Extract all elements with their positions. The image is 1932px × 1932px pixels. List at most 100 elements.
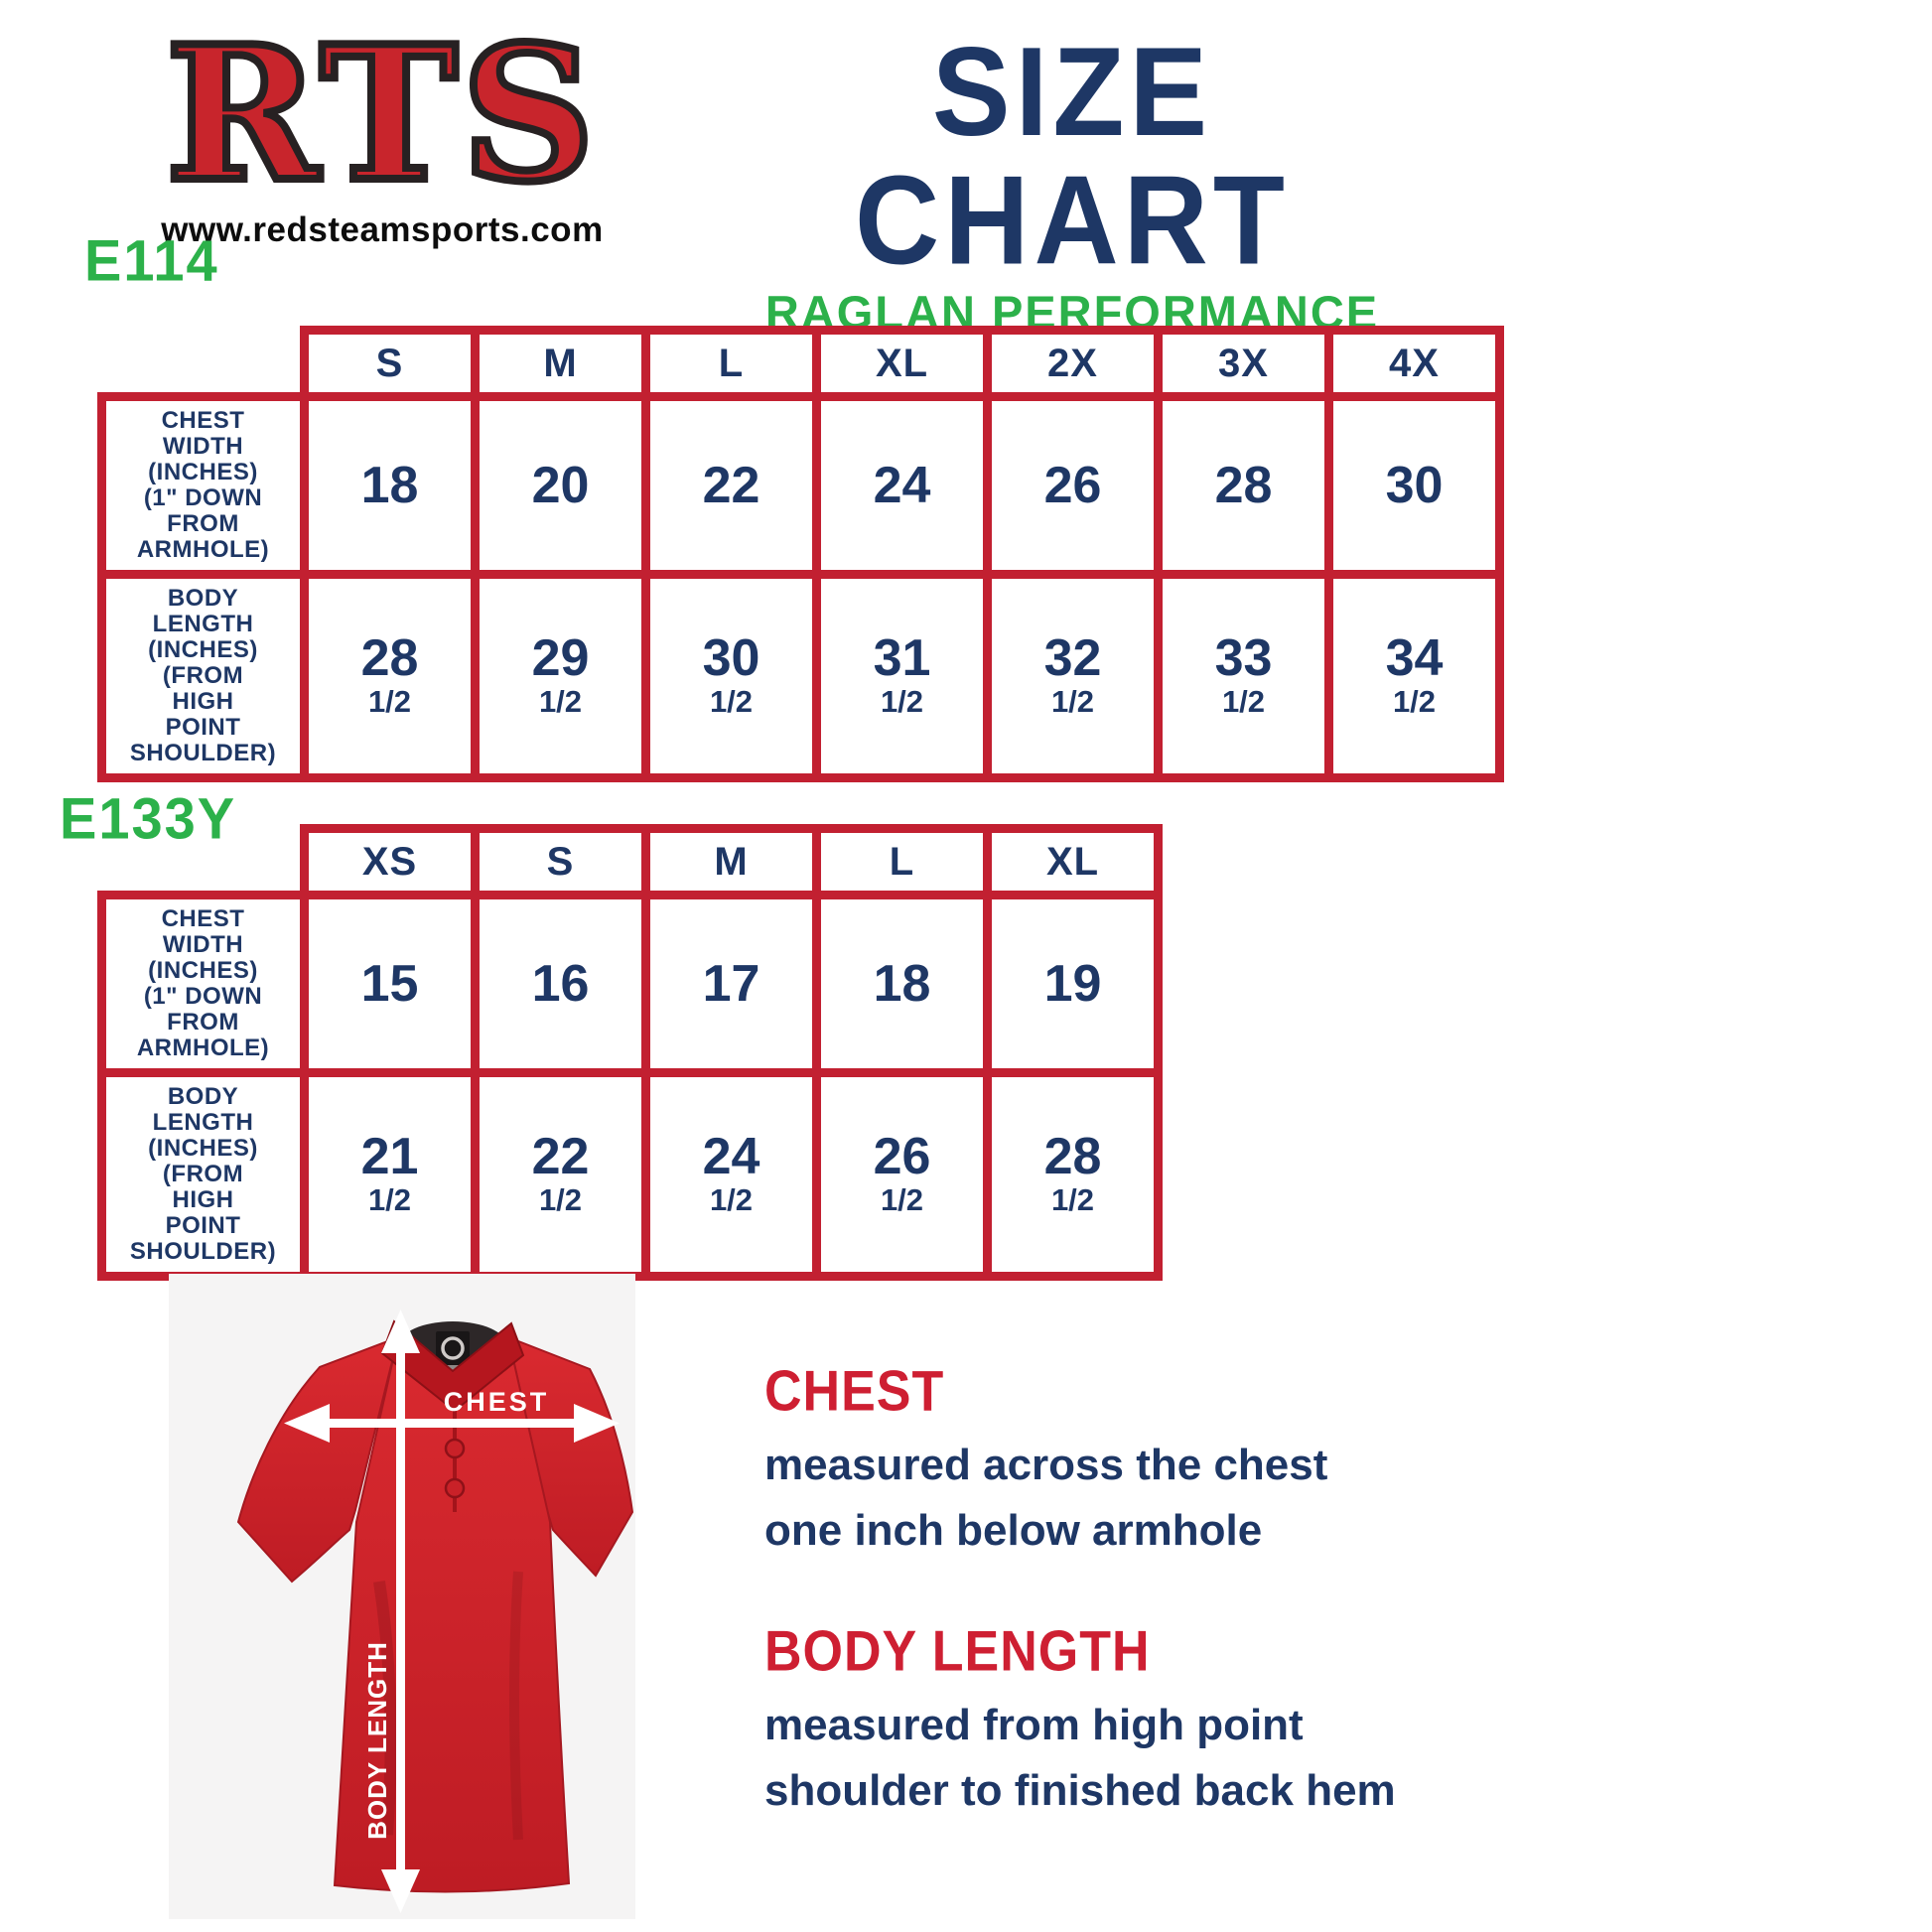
- size-table-e114: S M L XL 2X 3X 4X CHEST WIDTH (INCHES) (…: [97, 326, 1504, 782]
- body-length-fraction: 1/2: [1392, 684, 1437, 719]
- value-cell: 32 1/2: [983, 570, 1163, 782]
- value-cell: 20: [471, 392, 650, 579]
- body-length-fraction: 1/2: [709, 1182, 754, 1217]
- body-length-fraction: 1/2: [880, 684, 924, 719]
- size-header-cell: S: [471, 824, 650, 899]
- chest-width-value: 19: [1043, 955, 1102, 1013]
- shirt-right-sleeve: [506, 1335, 634, 1578]
- value-cell: 31 1/2: [812, 570, 992, 782]
- shirt-chest-label: CHEST: [444, 1387, 550, 1417]
- size-header-cell: M: [641, 824, 821, 899]
- value-cell: 24: [812, 392, 992, 579]
- value-cell: 26 1/2: [812, 1068, 992, 1281]
- brand-logo-text: RTS: [162, 5, 600, 222]
- brand-logo: RTS www.redsteamsports.com: [149, 5, 616, 250]
- size-table-e133y: XS S M L XL CHEST WIDTH (INCHES) (1" DOW…: [97, 824, 1163, 1281]
- size-header-cell: S: [300, 326, 480, 401]
- value-cell: 18: [812, 891, 992, 1077]
- body-length-fraction: 1/2: [367, 1182, 412, 1217]
- value-cell: 17: [641, 891, 821, 1077]
- body-length-value: 26: [873, 1128, 931, 1185]
- value-cell: 19: [983, 891, 1163, 1077]
- size-header-cell: XL: [812, 326, 992, 401]
- chest-width-value: 24: [873, 457, 931, 514]
- body-length-value: 33: [1214, 629, 1273, 687]
- body-length-value: 28: [1043, 1128, 1102, 1185]
- legend-chest-line2: one inch below armhole: [764, 1505, 1263, 1555]
- body-length-fraction: 1/2: [367, 684, 412, 719]
- brand-website: www.redsteamsports.com: [161, 210, 604, 249]
- row-label-body-length: BODY LENGTH (INCHES) (FROM HIGH POINT SH…: [97, 570, 309, 782]
- shirt-body-length-label: BODY LENGTH: [362, 1641, 392, 1840]
- body-length-fraction: 1/2: [880, 1182, 924, 1217]
- legend-body-length-text: measured from high point shoulder to fin…: [764, 1693, 1896, 1824]
- model-label-e114: E114: [84, 227, 219, 294]
- chest-width-value: 16: [531, 955, 590, 1013]
- body-length-value: 34: [1385, 629, 1444, 687]
- size-header-cell: L: [812, 824, 992, 899]
- value-cell: 24 1/2: [641, 1068, 821, 1281]
- body-length-fraction: 1/2: [709, 684, 754, 719]
- chest-width-value: 15: [360, 955, 419, 1013]
- legend-chest-line1: measured across the chest: [764, 1440, 1328, 1489]
- body-length-fraction: 1/2: [538, 684, 583, 719]
- page-title: SIZE CHART: [855, 21, 1290, 293]
- shirt-button: [444, 1477, 466, 1499]
- row-label-chest-width: CHEST WIDTH (INCHES) (1" DOWN FROM ARMHO…: [97, 891, 309, 1077]
- polo-shirt-illustration: CHEST BODY LENGTH: [169, 1274, 635, 1919]
- corner-cell: [102, 829, 305, 896]
- legend-chest-text: measured across the chest one inch below…: [764, 1433, 1896, 1564]
- body-length-value: 31: [873, 629, 931, 687]
- legend-body-length: BODY LENGTH measured from high point sho…: [764, 1622, 1896, 1824]
- body-length-fraction: 1/2: [1050, 684, 1095, 719]
- model-label-e133y: E133Y: [60, 785, 237, 852]
- size-header-cell: L: [641, 326, 821, 401]
- body-length-fraction: 1/2: [538, 1182, 583, 1217]
- body-length-arrow: [381, 1310, 420, 1913]
- value-cell: 16: [471, 891, 650, 1077]
- chest-width-value: 26: [1043, 457, 1102, 514]
- body-length-value: 28: [360, 629, 419, 687]
- chest-width-row: CHEST WIDTH (INCHES) (1" DOWN FROM ARMHO…: [97, 392, 1504, 579]
- value-cell: 28 1/2: [300, 570, 480, 782]
- value-cell: 29 1/2: [471, 570, 650, 782]
- body-length-value: 21: [360, 1128, 419, 1185]
- value-cell: 26: [983, 392, 1163, 579]
- body-length-fraction: 1/2: [1050, 1182, 1095, 1217]
- chest-width-value: 20: [531, 457, 590, 514]
- value-cell: 34 1/2: [1324, 570, 1504, 782]
- tag-text-line: [441, 1365, 465, 1370]
- size-header-cell: XL: [983, 824, 1163, 899]
- chest-arrow: [284, 1404, 620, 1443]
- body-length-fraction: 1/2: [1221, 684, 1266, 719]
- tag-logo-icon: [441, 1336, 465, 1360]
- shirt-fold-shadow: [373, 1581, 397, 1836]
- size-header-cell: 2X: [983, 326, 1163, 401]
- legend-body-length-line1: measured from high point: [764, 1700, 1304, 1749]
- shirt-left-sleeve: [236, 1335, 400, 1584]
- chest-width-value: 17: [702, 955, 760, 1013]
- legend-chest: CHEST measured across the chest one inch…: [764, 1362, 1896, 1564]
- row-label-chest-width: CHEST WIDTH (INCHES) (1" DOWN FROM ARMHO…: [97, 392, 309, 579]
- size-header-row: XS S M L XL: [102, 824, 1163, 899]
- corner-cell: [102, 331, 305, 397]
- row-label-body-length: BODY LENGTH (INCHES) (FROM HIGH POINT SH…: [97, 1068, 309, 1281]
- size-header-row: S M L XL 2X 3X 4X: [102, 326, 1504, 401]
- chest-width-value: 22: [702, 457, 760, 514]
- size-header-cell: 3X: [1154, 326, 1333, 401]
- legend-body-length-heading: BODY LENGTH: [764, 1619, 1151, 1684]
- chest-width-value: 30: [1385, 457, 1444, 514]
- size-header-cell: 4X: [1324, 326, 1504, 401]
- legend-chest-heading: CHEST: [764, 1359, 945, 1424]
- value-cell: 28: [1154, 392, 1333, 579]
- chest-width-row: CHEST WIDTH (INCHES) (1" DOWN FROM ARMHO…: [97, 891, 1163, 1077]
- size-header-cell: M: [471, 326, 650, 401]
- polo-shirt-figure: CHEST BODY LENGTH: [169, 1274, 635, 1919]
- body-length-row: BODY LENGTH (INCHES) (FROM HIGH POINT SH…: [97, 570, 1504, 782]
- body-length-value: 29: [531, 629, 590, 687]
- chest-width-value: 18: [360, 457, 419, 514]
- value-cell: 22: [641, 392, 821, 579]
- shirt-fold-shadow: [509, 1571, 523, 1841]
- value-cell: 15: [300, 891, 480, 1077]
